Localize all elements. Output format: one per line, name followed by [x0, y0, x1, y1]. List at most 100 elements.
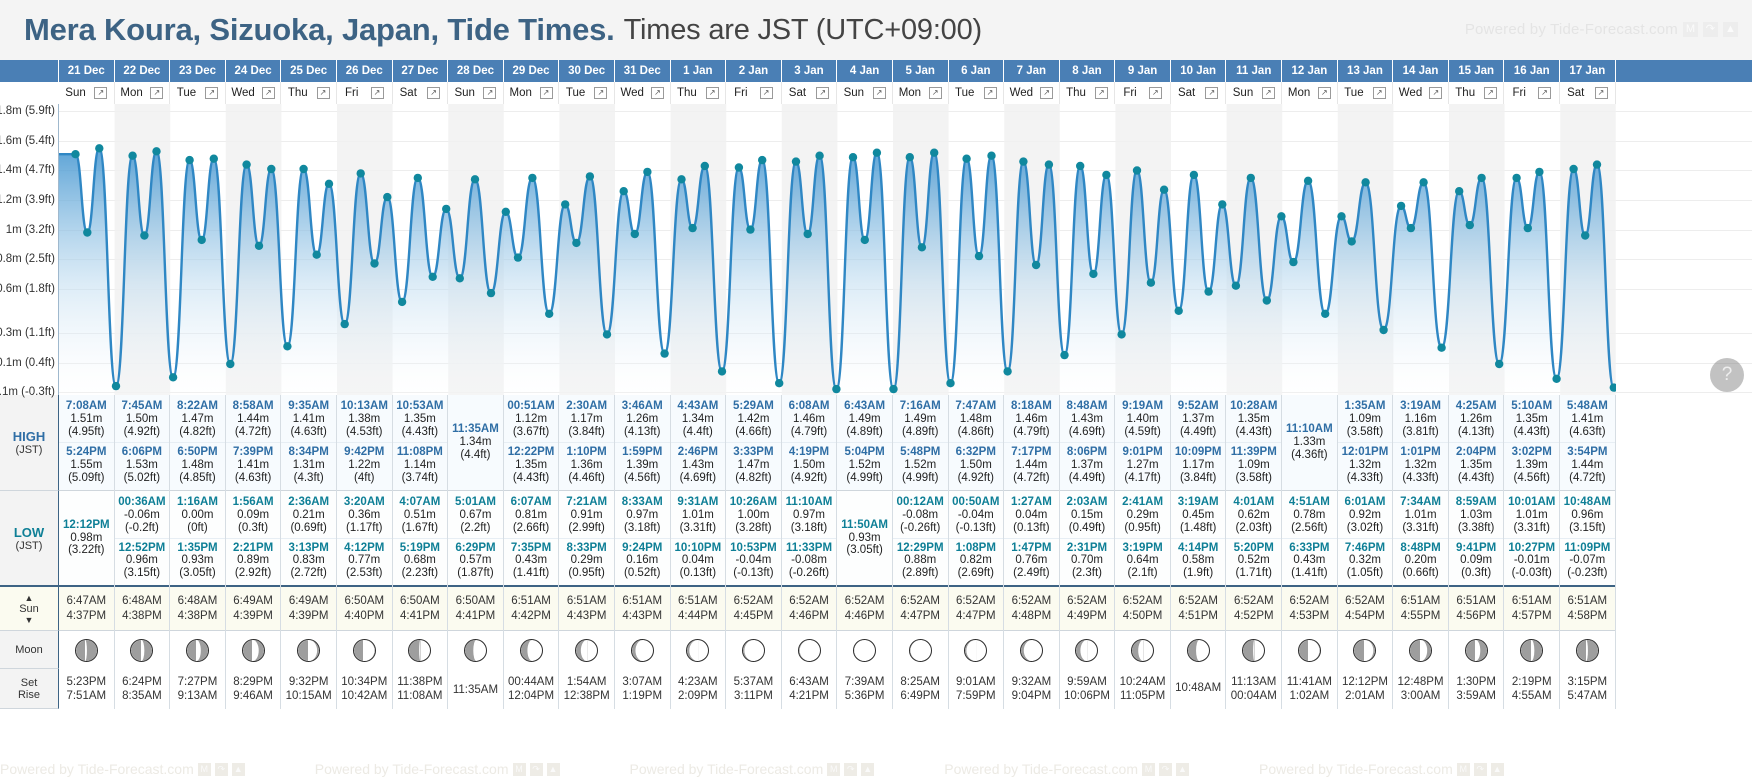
expand-day-icon[interactable]: ↗ — [94, 87, 108, 99]
expand-day-icon[interactable]: ↗ — [759, 87, 773, 99]
expand-day-icon[interactable]: ↗ — [261, 87, 275, 99]
tide-point-48 — [758, 155, 767, 165]
date-header-7[interactable]: 28 Dec — [448, 60, 504, 82]
expand-day-icon[interactable]: ↗ — [983, 87, 997, 99]
tide-height-ft: (0.52ft) — [624, 567, 661, 580]
date-header-24[interactable]: 14 Jan — [1393, 60, 1449, 82]
tide-time: 11:39PM — [1230, 446, 1277, 458]
moon-setrise-cell: 4:23AM 2:09PM — [670, 669, 726, 709]
expand-day-icon[interactable]: ↗ — [1205, 87, 1219, 99]
footer-watermark-text: Powered by Tide-Forecast.com — [629, 761, 824, 777]
tide-height-ft: (4.85ft) — [179, 471, 216, 484]
date-header-26[interactable]: 16 Jan — [1504, 60, 1561, 82]
date-header-19[interactable]: 9 Jan — [1115, 60, 1171, 82]
tide-height-ft: (4.49ft) — [1068, 471, 1106, 484]
date-header-10[interactable]: 31 Dec — [614, 60, 671, 82]
tide-height-ft: (1.05ft) — [1346, 567, 1384, 580]
date-header-8[interactable]: 29 Dec — [503, 60, 560, 82]
expand-day-icon[interactable]: ↗ — [316, 87, 330, 99]
date-header-23[interactable]: 13 Jan — [1337, 60, 1394, 82]
low-tide-cell: 4:07AM 0.51m (1.67ft) 5:19PM 0.68m (2.23ft) — [392, 491, 448, 587]
expand-day-icon[interactable]: ↗ — [150, 87, 164, 99]
tide-height-ft: (3.38ft) — [1457, 521, 1495, 534]
date-header-0[interactable]: 21 Dec — [59, 60, 115, 82]
expand-day-icon[interactable]: ↗ — [872, 87, 886, 99]
low-tide-cell: 10:01AM 1.01m (3.31ft) 10:27PM -0.01m (-0.03f… — [1504, 491, 1560, 587]
moonset-time: 4:23AM — [678, 676, 718, 688]
moon-cell — [1560, 631, 1615, 669]
expand-day-icon[interactable]: ↗ — [650, 87, 664, 99]
date-header-16[interactable]: 6 Jan — [948, 60, 1005, 82]
date-header-20[interactable]: 10 Jan — [1170, 60, 1227, 82]
tide-time: 5:48AM — [1566, 400, 1608, 413]
tide-point-97 — [1465, 220, 1475, 230]
tide-height-ft: (4.72ft) — [234, 426, 272, 439]
date-header-18[interactable]: 8 Jan — [1059, 60, 1116, 82]
tide-time: 5:20PM — [1233, 541, 1274, 554]
expand-day-icon[interactable]: ↗ — [1261, 87, 1275, 99]
date-header-6[interactable]: 27 Dec — [392, 60, 449, 82]
date-header-14[interactable]: 4 Jan — [837, 60, 893, 82]
moon-cell — [1004, 631, 1059, 669]
expand-day-icon[interactable]: ↗ — [483, 87, 497, 99]
sunset-time: 4:41PM — [400, 610, 440, 622]
tide-point-60 — [930, 148, 939, 157]
expand-day-icon[interactable]: ↗ — [1429, 87, 1443, 99]
tide-event: 5:24PM 1.55m (5.09ft) — [59, 442, 114, 486]
tide-point-52 — [815, 151, 824, 160]
expand-day-icon[interactable]: ↗ — [205, 87, 219, 99]
wave-icon: M — [512, 762, 526, 776]
tide-point-96 — [1455, 187, 1464, 196]
expand-day-icon[interactable]: ↗ — [1317, 87, 1331, 99]
date-header-12[interactable]: 2 Jan — [726, 60, 782, 82]
tide-time: 10:53AM — [396, 400, 444, 413]
date-header-11[interactable]: 1 Jan — [670, 60, 727, 82]
expand-day-icon[interactable]: ↗ — [816, 87, 830, 99]
date-header-3[interactable]: 24 Dec — [225, 60, 282, 82]
date-header-25[interactable]: 15 Jan — [1448, 60, 1505, 82]
date-header-1[interactable]: 22 Dec — [114, 60, 171, 82]
expand-day-icon[interactable]: ↗ — [928, 87, 942, 99]
moon-cell — [781, 631, 837, 669]
tide-time: 4:14PM — [1178, 541, 1219, 554]
expand-day-icon[interactable]: ↗ — [705, 87, 719, 99]
date-header-15[interactable]: 5 Jan — [892, 60, 949, 82]
expand-day-icon[interactable]: ↗ — [1537, 87, 1551, 99]
expand-day-icon[interactable]: ↗ — [1372, 87, 1386, 99]
tide-height-ft: (1.87ft) — [457, 567, 494, 580]
expand-day-icon[interactable]: ↗ — [1094, 87, 1108, 99]
tide-point-20 — [356, 169, 365, 178]
mountain-icon: ▲ — [546, 762, 560, 776]
expand-day-icon[interactable]: ↗ — [370, 87, 384, 99]
date-header-9[interactable]: 30 Dec — [559, 60, 615, 82]
date-header-5[interactable]: 26 Dec — [336, 60, 393, 82]
date-header-2[interactable]: 23 Dec — [170, 60, 226, 82]
date-header-17[interactable]: 7 Jan — [1004, 60, 1060, 82]
moonset-time: 8:25AM — [900, 676, 941, 688]
expand-day-icon[interactable]: ↗ — [539, 87, 553, 99]
date-header-22[interactable]: 12 Jan — [1282, 60, 1338, 82]
tide-table: HIGH (JST) LOW (JST) ▲ Sun ▼ Moon Set Ri… — [0, 395, 1752, 709]
moon-phase-icon — [908, 638, 932, 662]
tide-event: 12:29PM 0.88m (2.89ft) — [892, 537, 948, 582]
tide-time: 1:01PM — [1400, 446, 1441, 458]
sun-cell: 6:50AM 4:41PM — [448, 587, 503, 631]
date-header-13[interactable]: 3 Jan — [781, 60, 838, 82]
date-header-4[interactable]: 25 Dec — [281, 60, 337, 82]
expand-day-icon[interactable]: ↗ — [1040, 87, 1054, 99]
expand-day-icon[interactable]: ↗ — [594, 87, 608, 99]
tide-height-m: 1.36m — [570, 458, 603, 471]
tide-point-36 — [585, 172, 595, 181]
date-header-21[interactable]: 11 Jan — [1226, 60, 1283, 82]
tide-height-m: 1.50m — [125, 413, 158, 426]
tide-event: 00:51AM 1.12m (3.67ft) — [504, 399, 559, 440]
expand-day-icon[interactable]: ↗ — [1594, 87, 1608, 99]
expand-day-icon[interactable]: ↗ — [1148, 87, 1162, 99]
tide-event: 10:53AM 1.35m (4.43ft) — [393, 399, 448, 440]
expand-day-icon[interactable]: ↗ — [427, 87, 441, 99]
page-subtitle: Times are JST (UTC+09:00) — [623, 13, 983, 46]
expand-day-icon[interactable]: ↗ — [1483, 87, 1497, 99]
date-header-27[interactable]: 17 Jan — [1560, 60, 1616, 82]
tide-height-ft: (4.82ft) — [179, 426, 216, 439]
